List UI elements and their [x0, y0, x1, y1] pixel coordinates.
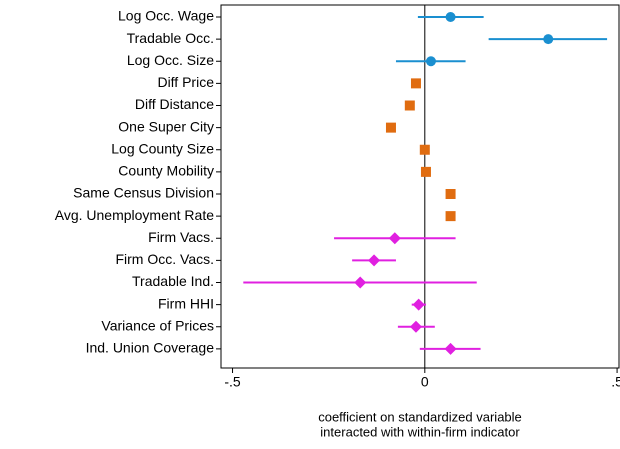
y-tick-label: Log Occ. Wage — [118, 8, 214, 24]
y-tick-label: County Mobility — [118, 163, 214, 179]
y-tick-label: Tradable Ind. — [132, 273, 214, 289]
y-tick-label: One Super City — [118, 118, 214, 134]
y-tick-label: Variance of Prices — [101, 317, 214, 333]
plot-frame — [220, 4, 620, 369]
point — [420, 166, 431, 177]
x-tick-label: -.5 — [224, 374, 241, 390]
point — [409, 320, 422, 333]
y-tick-label: Log County Size — [111, 140, 214, 156]
y-tick-label: Tradable Occ. — [127, 30, 214, 46]
point — [419, 144, 430, 155]
x-tick-label: 0 — [421, 374, 429, 390]
point — [404, 100, 415, 111]
y-tick-label: Firm Occ. Vacs. — [115, 251, 214, 267]
point — [444, 342, 457, 355]
point — [445, 189, 456, 199]
x-axis-label: interacted with within-firm indicator — [320, 424, 520, 439]
point — [388, 232, 401, 245]
point — [425, 56, 436, 67]
point — [445, 12, 456, 22]
point — [368, 254, 381, 267]
point — [543, 34, 554, 45]
y-tick-label: Log Occ. Size — [127, 52, 214, 68]
point — [354, 276, 367, 289]
y-tick-label: Firm HHI — [158, 295, 214, 311]
point — [385, 122, 396, 133]
x-axis-label: coefficient on standardized variable — [318, 409, 522, 424]
y-tick-label: Diff Distance — [135, 96, 214, 112]
y-tick-label: Ind. Union Coverage — [86, 340, 215, 356]
x-tick-label: .5 — [611, 374, 620, 390]
y-tick-label: Avg. Unemployment Rate — [55, 207, 214, 223]
y-tick-label: Same Census Division — [73, 185, 214, 201]
point — [410, 78, 421, 89]
y-tick-label: Firm Vacs. — [148, 229, 214, 245]
point — [445, 211, 456, 222]
point — [412, 298, 425, 311]
y-tick-label: Diff Price — [157, 74, 214, 90]
